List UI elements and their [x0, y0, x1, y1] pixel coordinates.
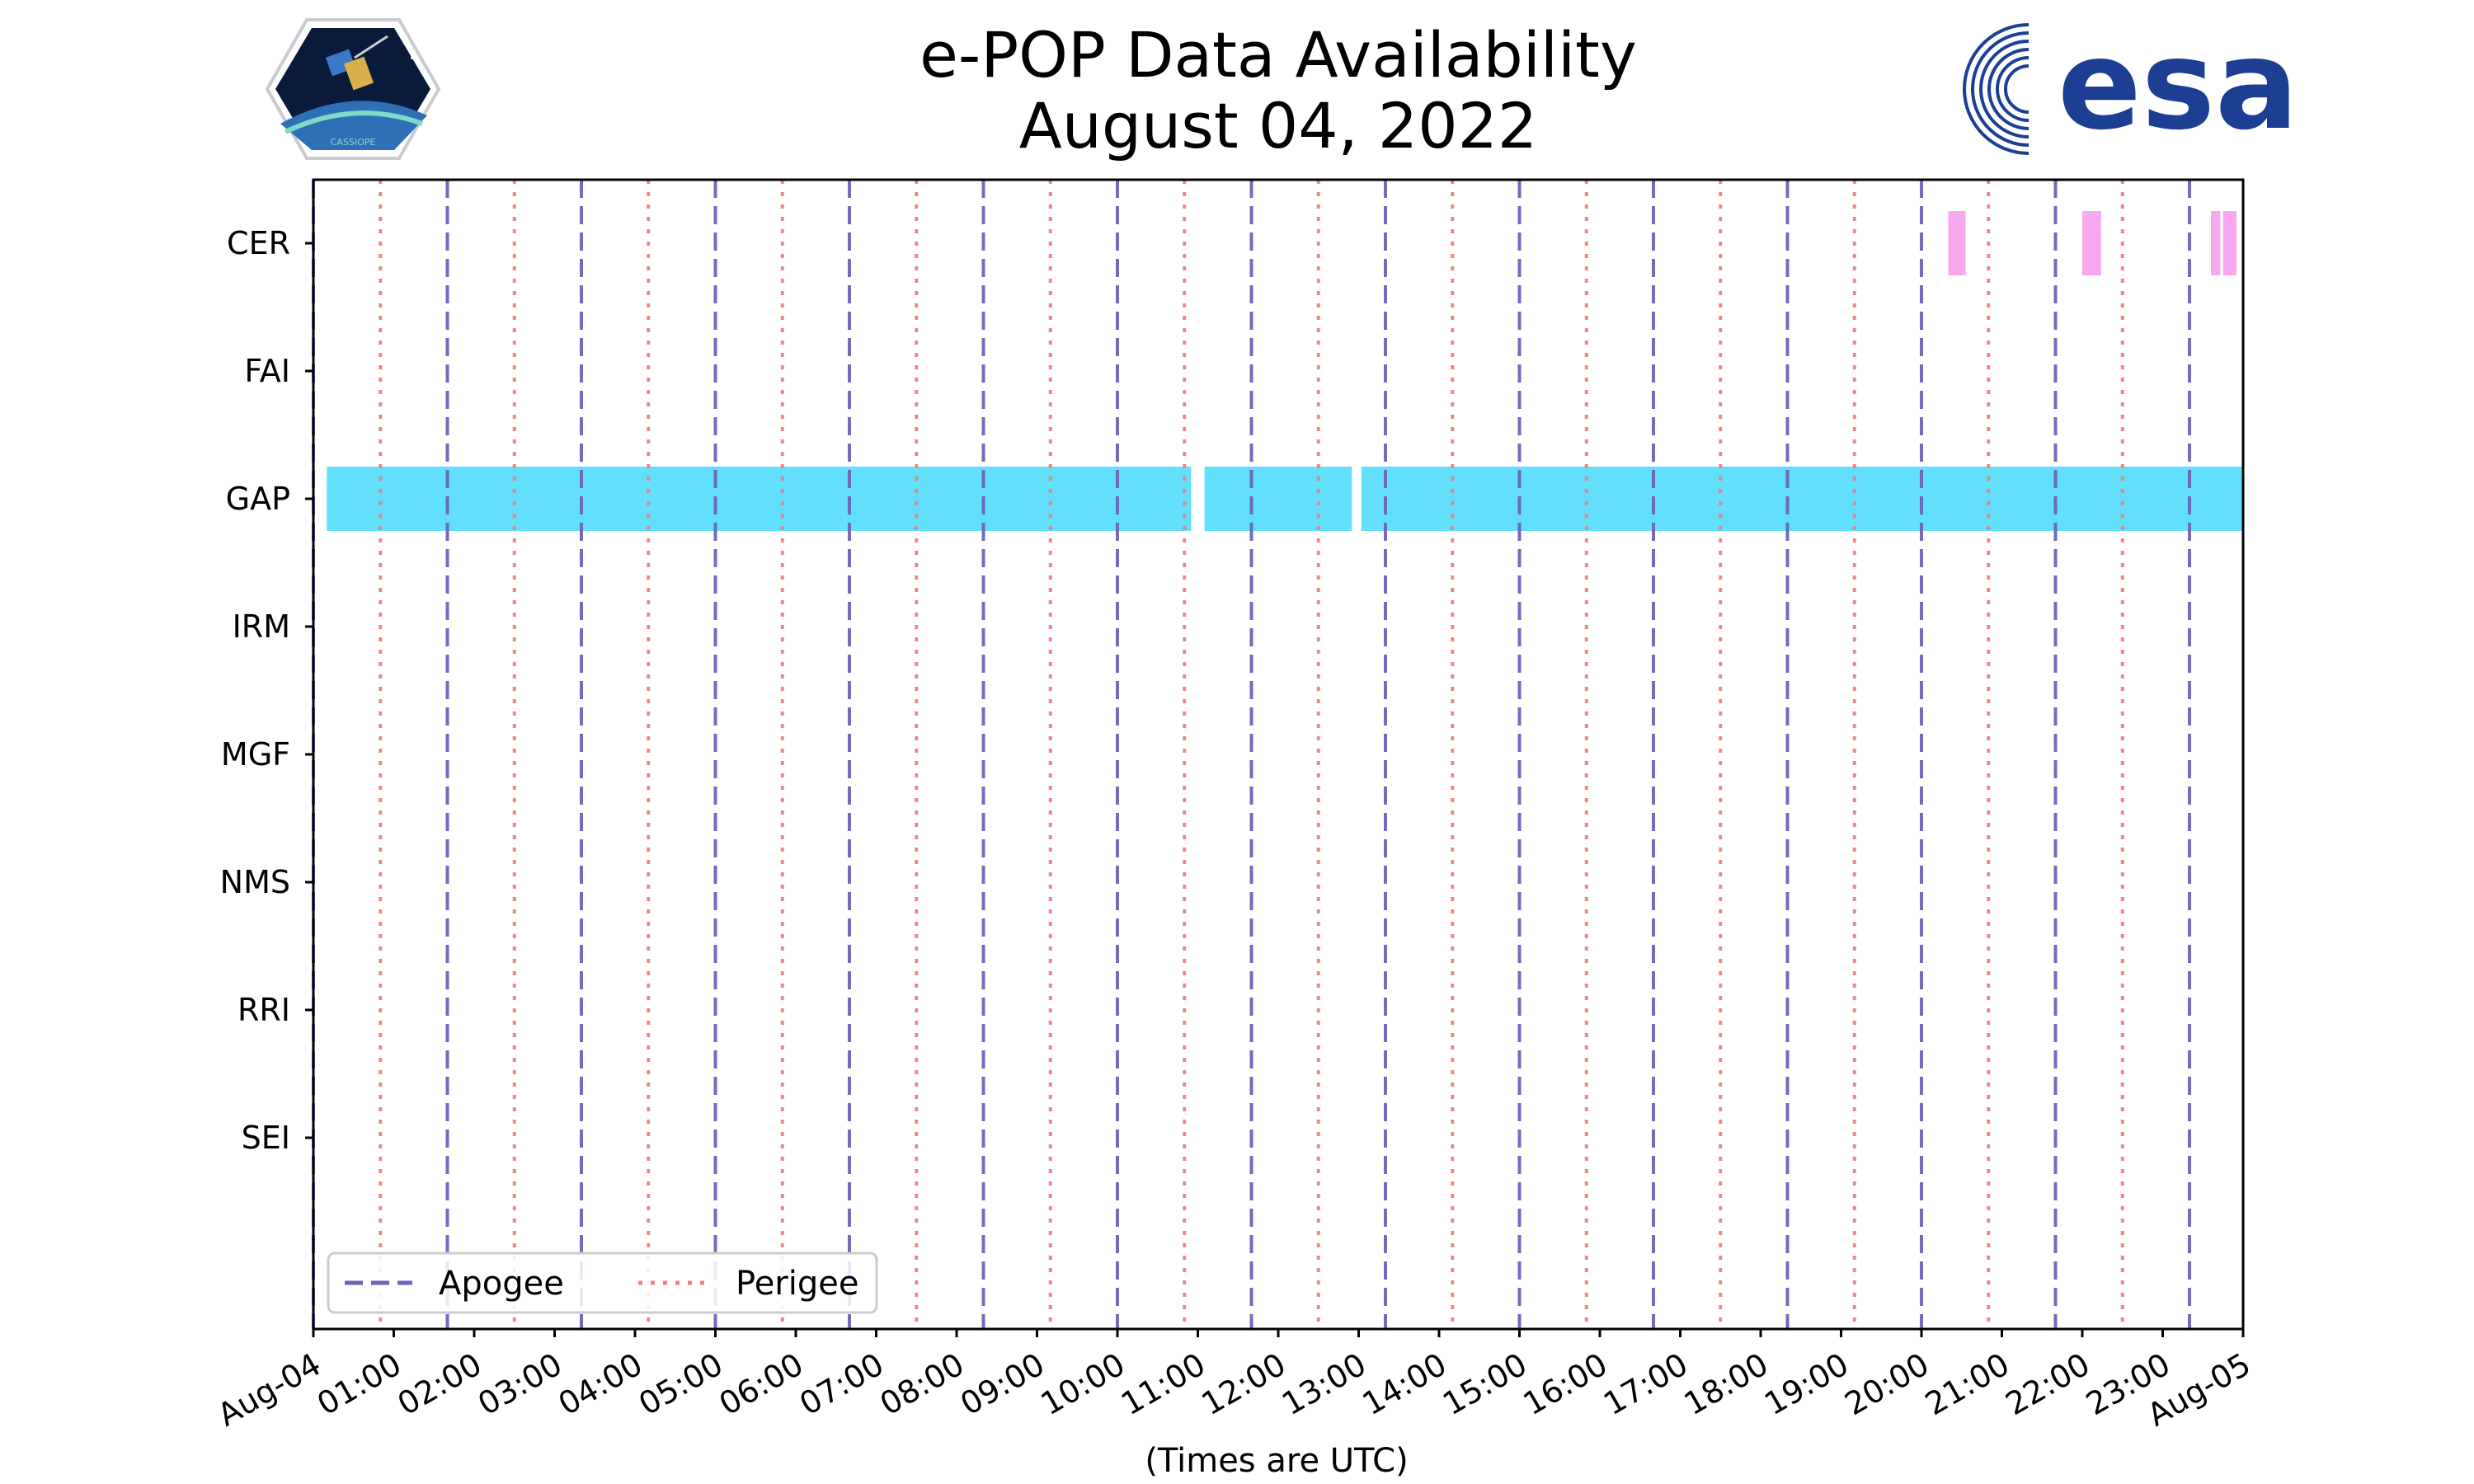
legend-box: [327, 1252, 878, 1314]
y-axis: CER FAI GAP IRM MGF NMS RRI SEI: [220, 225, 313, 1156]
x-tick-label-07-00: 07:00: [793, 1345, 890, 1422]
x-tick-label-aug-04: Aug-04: [211, 1345, 327, 1433]
y-tick-label-fai: FAI: [244, 353, 290, 389]
esa-logo: esa: [1963, 14, 2298, 157]
chart-subtitle: August 04, 2022: [1018, 89, 1538, 162]
y-tick-label-sei: SEI: [242, 1120, 290, 1156]
x-tick-label-13-00: 13:00: [1276, 1345, 1372, 1422]
orbit-lines: [312, 180, 2191, 1329]
x-tick-label-17-00: 17:00: [1597, 1345, 1694, 1422]
x-tick-label-01-00: 01:00: [311, 1345, 407, 1422]
x-tick-label-16-00: 16:00: [1517, 1345, 1614, 1422]
cassiope-logo: CASSIOPE: [265, 18, 441, 160]
x-tick-label-09-00: 09:00: [954, 1345, 1051, 1422]
x-tick-label-14-00: 14:00: [1357, 1345, 1453, 1422]
x-tick-label-08-00: 08:00: [874, 1345, 971, 1422]
legend-apogee-label: Apogee: [439, 1265, 564, 1303]
x-tick-label-12-00: 12:00: [1196, 1345, 1292, 1422]
x-tick-label-03-00: 03:00: [472, 1345, 568, 1422]
x-tick-label-21-00: 21:00: [1919, 1345, 2015, 1422]
x-tick-label-04-00: 04:00: [553, 1345, 649, 1422]
x-tick-label-06-00: 06:00: [713, 1345, 810, 1422]
cassiope-logo-text: CASSIOPE: [331, 137, 376, 148]
bar-gap-1: [1204, 467, 1352, 531]
x-tick-label-10-00: 10:00: [1035, 1345, 1131, 1422]
bar-gap-0: [327, 467, 1192, 531]
x-axis-label: (Times are UTC): [1145, 1442, 1408, 1480]
y-tick-label-nms: NMS: [220, 864, 290, 900]
bar-cer-2: [2211, 211, 2221, 275]
x-tick-label-05-00: 05:00: [633, 1345, 729, 1422]
x-tick-label-18-00: 18:00: [1678, 1345, 1775, 1422]
chart-title-block: e-POP Data Availability August 04, 2022: [0, 20, 2474, 162]
plot-frame: [312, 178, 2245, 1331]
x-tick-label-15-00: 15:00: [1437, 1345, 1533, 1422]
x-tick-label-11-00: 11:00: [1115, 1345, 1211, 1422]
bar-cer-1: [2082, 211, 2101, 275]
legend-perigee-label: Perigee: [736, 1265, 858, 1303]
x-tick-label-22-00: 22:00: [2000, 1345, 2096, 1422]
y-tick-label-cer: CER: [227, 225, 290, 261]
bar-cer-3: [2222, 211, 2236, 275]
chart-title: e-POP Data Availability: [920, 18, 1637, 92]
y-tick-label-gap: GAP: [226, 481, 290, 517]
y-tick-label-irm: IRM: [233, 608, 290, 645]
x-tick-label-19-00: 19:00: [1758, 1345, 1855, 1422]
y-tick-label-rri: RRI: [238, 992, 290, 1028]
x-tick-label-02-00: 02:00: [392, 1345, 488, 1422]
bar-gap-2: [1361, 467, 2243, 531]
x-axis: Aug-0401:0002:0003:0004:0005:0006:0007:0…: [211, 1329, 2257, 1434]
esa-logo-text: esa: [2058, 14, 2298, 157]
interval-bars: [327, 211, 2243, 531]
x-tick-label-20-00: 20:00: [1839, 1345, 1935, 1422]
bar-cer-0: [1948, 211, 1966, 275]
y-tick-label-mgf: MGF: [221, 736, 290, 773]
legend: Apogee Perigee: [327, 1252, 878, 1314]
